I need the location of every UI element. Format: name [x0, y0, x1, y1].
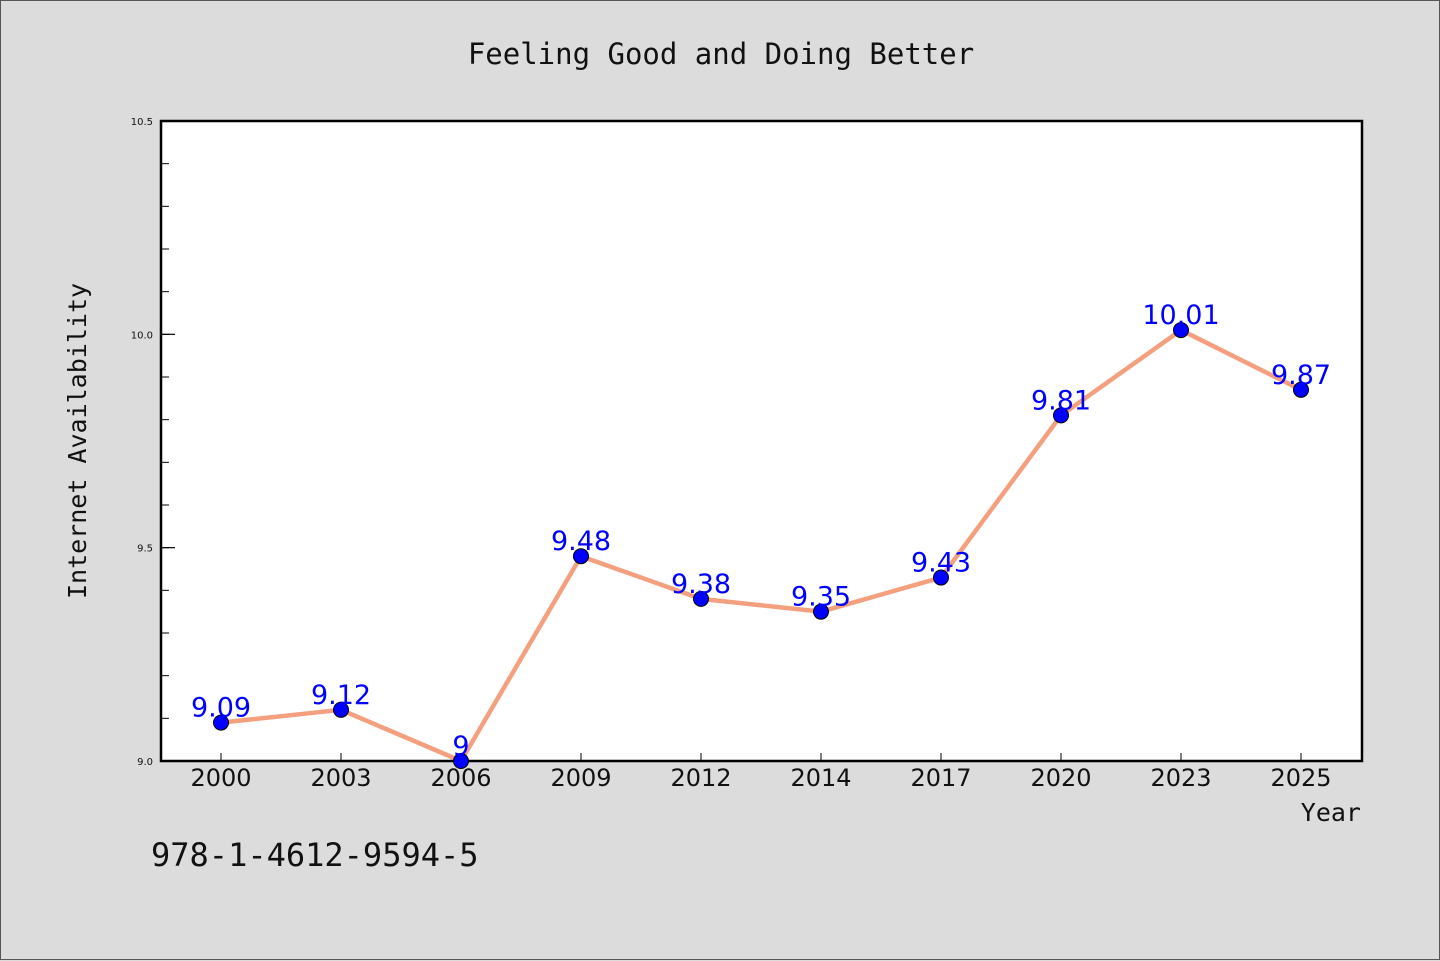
x-tick-label: 2009 [550, 764, 611, 792]
data-point [1173, 322, 1189, 339]
chart-title: Feeling Good and Doing Better [468, 37, 974, 71]
data-label: 9.43 [911, 548, 971, 579]
data-label: 9.81 [1031, 385, 1091, 416]
data-point [693, 590, 709, 607]
y-tick-label: 9.5 [137, 544, 153, 555]
data-series: 9.09 9.12 9 9.48 9.38 9.35 9.43 9.81 10.01 9.87 [191, 300, 1331, 769]
x-tick-label: 2014 [790, 764, 851, 792]
y-axis-label: Internet Availability [63, 283, 92, 599]
data-point [813, 603, 829, 620]
data-label: 9.35 [791, 582, 851, 613]
data-label: 9.48 [551, 526, 611, 557]
isbn-annotation: 978-1-4612-9594-5 [151, 836, 479, 874]
x-axis-label: Year [1301, 798, 1361, 827]
x-tick-label: 2020 [1030, 764, 1091, 792]
x-tick-label: 2000 [190, 764, 251, 792]
data-label: 9.12 [311, 680, 371, 711]
data-point [1053, 407, 1069, 424]
data-point [933, 569, 949, 586]
data-label: 9.38 [671, 569, 731, 600]
x-tick-label: 2017 [910, 764, 971, 792]
data-point [213, 714, 229, 731]
data-point [333, 701, 349, 718]
y-axis: 9.0 9.5 10.0 10.5 [131, 117, 175, 768]
x-tick-label: 2012 [670, 764, 731, 792]
data-point [1293, 381, 1309, 398]
x-axis: 2000 2003 2006 2009 2012 2014 2017 2020 2023 2025 [190, 753, 1332, 792]
y-tick-label: 10.5 [131, 117, 153, 128]
y-tick-label: 9.0 [137, 757, 153, 768]
x-tick-label: 2025 [1270, 764, 1331, 792]
data-label: 10.01 [1142, 300, 1219, 331]
y-tick-label: 10.0 [131, 330, 153, 341]
series-line [218, 327, 1304, 764]
data-point [573, 548, 589, 565]
data-label: 9.09 [191, 693, 251, 724]
x-tick-label: 2003 [310, 764, 371, 792]
data-point [453, 753, 469, 769]
plot-area [159, 119, 1364, 763]
data-label: 9.87 [1271, 360, 1331, 391]
x-tick-label: 2023 [1150, 764, 1211, 792]
data-label: 9 [452, 731, 469, 762]
